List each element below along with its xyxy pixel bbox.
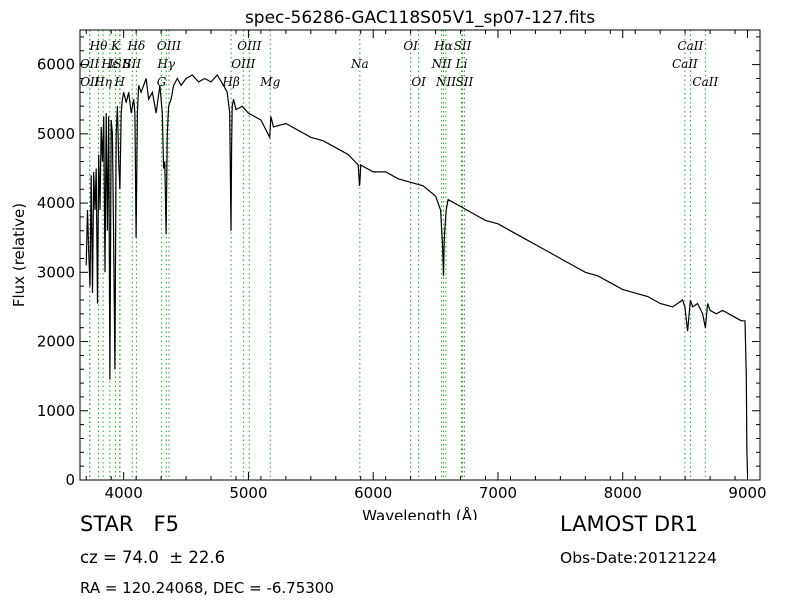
line-label-24: SII (454, 39, 472, 53)
line-label-12: OIII (157, 39, 181, 53)
line-label-22: NII (435, 75, 456, 89)
line-label-13: Hβ (221, 75, 239, 89)
line-label-20: NII (431, 57, 452, 71)
y-tick-label-5: 5000 (37, 125, 75, 143)
spectral-line-markers (89, 30, 706, 480)
spectral-line-labels: OII OII Hθ Hη Hε K H ISII Hδ SII G Hγ OIII Hβ OIII OIII… (80, 39, 719, 89)
line-label-11: Hγ (156, 57, 175, 71)
x-tick-label-4: 8000 (604, 484, 642, 502)
observation-date: Obs-Date:20121224 (560, 549, 717, 567)
y-tick-label-4: 4000 (37, 194, 75, 212)
y-tick-label-0: 0 (65, 471, 75, 489)
coordinates: RA = 120.24068, DEC = -6.75300 (80, 579, 334, 597)
line-label-19: OI (411, 75, 426, 89)
line-label-18: OI (403, 39, 418, 53)
plot-frame (79, 29, 761, 481)
spectrum-chart: spec-56286-GAC118S05V1_sp07-127.fits OII… (10, 8, 767, 520)
spectrum-line (85, 73, 749, 474)
line-label-26: CaII (672, 57, 698, 71)
x-tick-label-2: 6000 (354, 484, 392, 502)
line-label-9: SII (123, 57, 141, 71)
y-axis-ticks: 0 1000 2000 3000 4000 5000 6000 (37, 36, 760, 489)
object-class: STAR F5 (80, 512, 179, 536)
x-tick-label-3: 7000 (479, 484, 517, 502)
y-tick-label-1: 1000 (37, 402, 75, 420)
line-label-2: Hθ (89, 39, 108, 53)
line-label-27: CaII (677, 39, 703, 53)
chart-title: spec-56286-GAC118S05V1_sp07-127.fits (245, 8, 595, 28)
x-tick-label-1: 5000 (229, 484, 267, 502)
x-tick-label-5: 9000 (728, 484, 766, 502)
line-label-15: OIII (237, 39, 261, 53)
line-label-10: G (157, 75, 167, 89)
line-label-6: H (113, 75, 125, 89)
line-label-5: K (110, 39, 121, 53)
line-label-8: Hδ (127, 39, 146, 53)
line-label-25: SII (456, 75, 474, 89)
y-axis-label: Flux (relative) (10, 203, 28, 307)
x-axis-label: Wavelength (Å) (362, 506, 478, 520)
line-label-21: Hα (433, 39, 453, 53)
line-label-0: OII (80, 57, 100, 71)
line-label-14: OIII (231, 57, 255, 71)
line-label-28: CaII (692, 75, 718, 89)
x-axis-ticks: 4000 5000 6000 7000 8000 9000 (85, 30, 767, 502)
line-label-17: Na (350, 57, 369, 71)
line-label-7: ISII (108, 57, 132, 71)
y-tick-label-2: 2000 (37, 333, 75, 351)
line-label-16: Mg (259, 75, 280, 89)
line-label-4: Hε (100, 57, 118, 71)
y-tick-label-6: 6000 (37, 56, 75, 74)
y-tick-label-3: 3000 (37, 263, 75, 281)
x-tick-label-0: 4000 (105, 484, 143, 502)
line-label-3: Hη (93, 75, 112, 89)
survey-name: LAMOST DR1 (560, 512, 699, 536)
line-label-1: OII (80, 75, 100, 89)
redshift-value: cz = 74.0 ± 22.6 (80, 548, 226, 567)
line-label-23: Li (455, 57, 468, 71)
